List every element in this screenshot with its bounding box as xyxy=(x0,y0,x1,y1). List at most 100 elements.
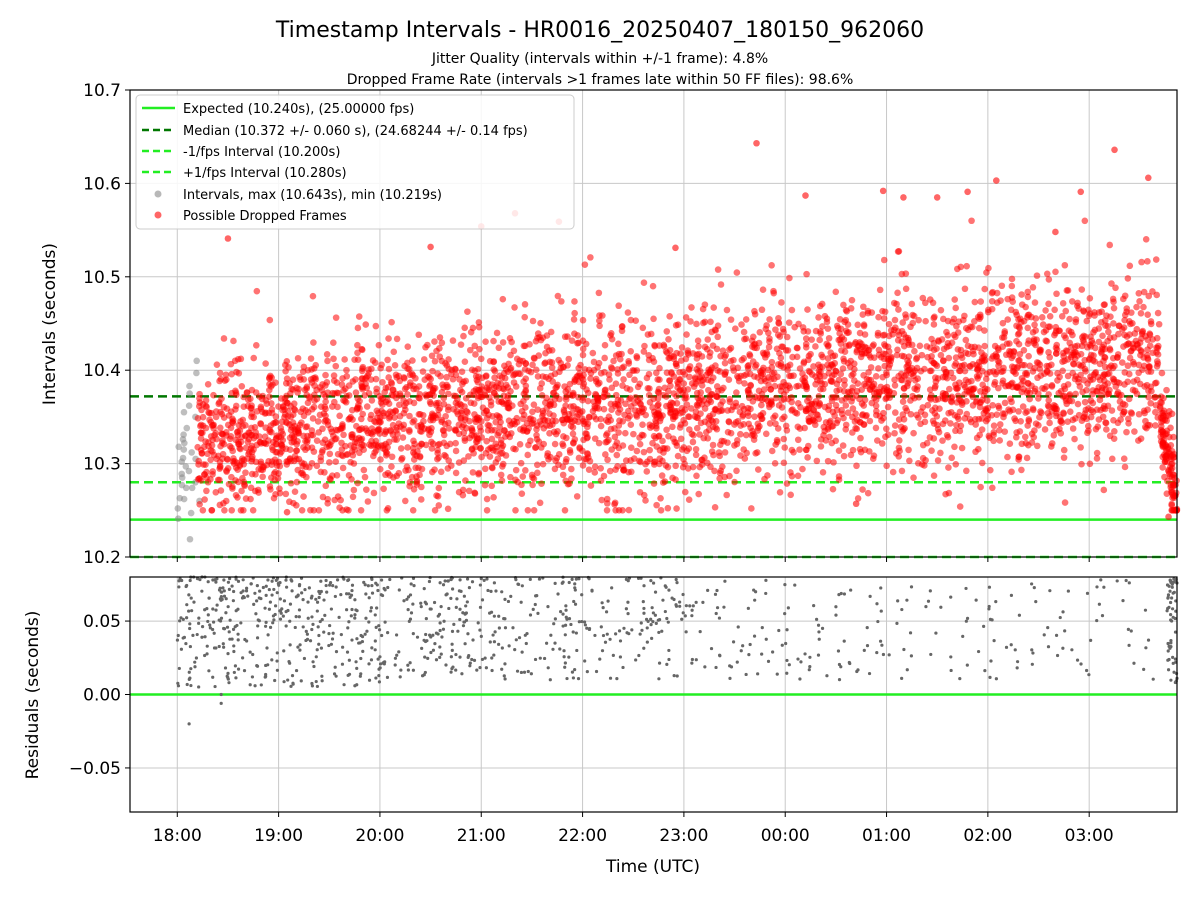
residual-point xyxy=(452,623,455,626)
dropped-frame-point xyxy=(902,405,909,412)
dropped-frame-point xyxy=(433,492,440,499)
residual-point xyxy=(450,578,453,581)
dropped-frame-point xyxy=(743,450,750,457)
dropped-frame-point xyxy=(693,446,700,453)
dropped-frame-point xyxy=(628,317,635,324)
dropped-frame-point xyxy=(901,416,908,423)
dropped-frame-point xyxy=(499,477,506,484)
dropped-frame-point xyxy=(612,434,619,441)
dropped-frame-point xyxy=(340,397,347,404)
dropped-frame-point xyxy=(839,411,846,418)
residual-point xyxy=(211,607,214,610)
dropped-frame-point xyxy=(620,376,627,383)
residual-point xyxy=(280,607,283,610)
dropped-frame-point xyxy=(582,261,589,268)
dropped-frame-point xyxy=(438,469,445,476)
residual-point xyxy=(486,589,489,592)
residual-point xyxy=(219,599,222,602)
residual-point xyxy=(574,588,577,591)
residual-point xyxy=(458,618,461,621)
dropped-frame-point xyxy=(376,342,383,349)
dropped-frame-point xyxy=(1107,347,1114,354)
dropped-frame-point xyxy=(772,326,779,333)
dropped-frame-point xyxy=(799,466,806,473)
dropped-frame-point xyxy=(470,469,477,476)
residual-point xyxy=(950,669,953,672)
dropped-frame-point xyxy=(1007,440,1014,447)
dropped-frame-point xyxy=(248,405,255,412)
dropped-frame-point xyxy=(283,491,290,498)
dropped-frame-point xyxy=(509,402,516,409)
dropped-frame-point xyxy=(1168,502,1175,509)
residual-point xyxy=(374,613,377,616)
residual-point xyxy=(749,643,752,646)
residual-point xyxy=(270,580,273,583)
residual-point xyxy=(837,649,840,652)
residual-point xyxy=(504,626,507,629)
dropped-frame-point xyxy=(805,443,812,450)
residual-point xyxy=(316,601,319,604)
dropped-frame-point xyxy=(634,448,641,455)
dropped-frame-point xyxy=(900,398,907,405)
residual-point xyxy=(276,591,279,594)
dropped-frame-point xyxy=(1135,369,1142,376)
dropped-frame-point xyxy=(467,392,474,399)
dropped-frame-point xyxy=(655,401,662,408)
dropped-frame-point xyxy=(214,361,221,368)
residual-point xyxy=(549,678,552,681)
residual-point xyxy=(1055,634,1058,637)
residual-point xyxy=(503,674,506,677)
dropped-frame-point xyxy=(492,368,499,375)
dropped-frame-point xyxy=(825,325,832,332)
dropped-frame-point xyxy=(1010,406,1017,413)
dropped-frame-point xyxy=(873,408,880,415)
dropped-frame-point xyxy=(731,479,738,486)
dropped-frame-point xyxy=(443,443,450,450)
dropped-frame-point xyxy=(353,423,360,430)
dropped-frame-point xyxy=(906,458,913,465)
residual-point xyxy=(588,627,591,630)
residual-point xyxy=(929,589,932,592)
residual-point xyxy=(268,608,271,611)
residual-point xyxy=(848,662,851,665)
dropped-frame-point xyxy=(1029,439,1036,446)
residual-point xyxy=(296,594,299,597)
residual-point xyxy=(781,644,784,647)
dropped-frame-point xyxy=(534,335,541,342)
residual-point xyxy=(449,671,452,674)
dropped-frame-point xyxy=(353,389,360,396)
residual-point xyxy=(572,676,575,679)
dropped-frame-point xyxy=(588,370,595,377)
dropped-frame-point xyxy=(445,505,452,512)
dropped-frame-point xyxy=(953,323,960,330)
dropped-frame-point xyxy=(636,434,643,441)
dropped-frame-point xyxy=(978,349,985,356)
dropped-frame-point xyxy=(841,382,848,389)
dropped-frame-point xyxy=(913,356,920,363)
dropped-frame-point xyxy=(895,306,902,313)
dropped-frame-point xyxy=(858,449,865,456)
dropped-frame-point xyxy=(425,426,432,433)
dropped-frame-point xyxy=(546,430,553,437)
residual-point xyxy=(701,601,704,604)
dropped-frame-point xyxy=(945,464,952,471)
dropped-frame-point xyxy=(1121,455,1128,462)
dropped-frame-point xyxy=(940,357,947,364)
dropped-frame-point xyxy=(356,405,363,412)
dropped-frame-point xyxy=(1112,383,1119,390)
residual-point xyxy=(272,618,275,621)
dropped-frame-point xyxy=(324,351,331,358)
dropped-frame-point xyxy=(763,430,770,437)
dropped-frame-point xyxy=(873,373,880,380)
residual-point xyxy=(561,580,564,583)
residual-point xyxy=(214,609,217,612)
interval-point xyxy=(186,402,193,409)
residual-point xyxy=(178,619,181,622)
residual-point xyxy=(190,609,193,612)
residual-point xyxy=(771,650,774,653)
dropped-frame-point xyxy=(895,337,902,344)
residual-point xyxy=(447,579,450,582)
dropped-frame-point xyxy=(1110,375,1117,382)
residual-point xyxy=(1085,669,1088,672)
dropped-frame-point xyxy=(730,364,737,371)
